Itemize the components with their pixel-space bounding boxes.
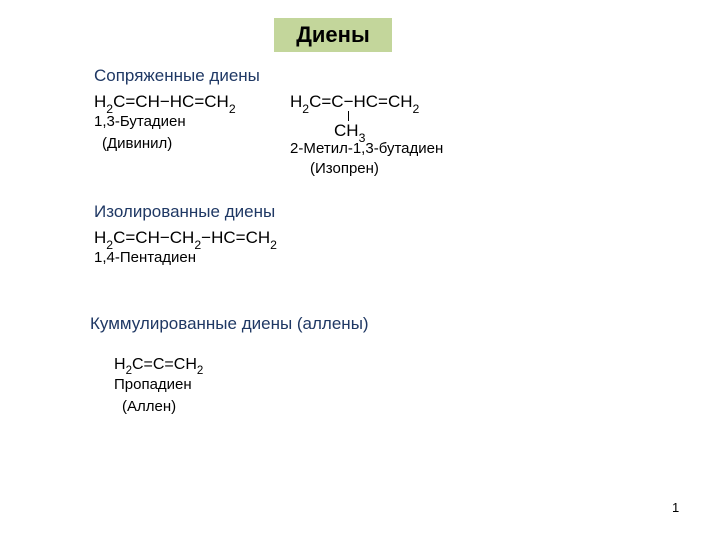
compound-name: 2-Метил-1,3-бутадиен bbox=[290, 140, 443, 157]
compound-alt-name: (Дивинил) bbox=[102, 135, 172, 152]
section-heading: Сопряженные диены bbox=[94, 66, 260, 86]
section-heading: Куммулированные диены (аллены) bbox=[90, 314, 369, 334]
compound-name: 1,4-Пентадиен bbox=[94, 249, 196, 266]
compound-formula: H2C=C−HC=CH2 bbox=[290, 92, 419, 114]
compound-name: Пропадиен bbox=[114, 376, 192, 393]
section-heading: Изолированные диены bbox=[94, 202, 275, 222]
page-number: 1 bbox=[672, 500, 679, 515]
page-title: Диены bbox=[274, 18, 392, 52]
compound-name: 1,3-Бутадиен bbox=[94, 113, 186, 130]
compound-alt-name: (Изопрен) bbox=[310, 160, 379, 177]
compound-formula: H2C=CH−HC=CH2 bbox=[94, 92, 236, 114]
compound-formula: H2C=CH−CH2−HC=CH2 bbox=[94, 228, 277, 250]
bond-line bbox=[348, 111, 349, 121]
compound-formula: H2C=C=CH2 bbox=[114, 356, 203, 376]
compound-alt-name: (Аллен) bbox=[122, 398, 176, 415]
